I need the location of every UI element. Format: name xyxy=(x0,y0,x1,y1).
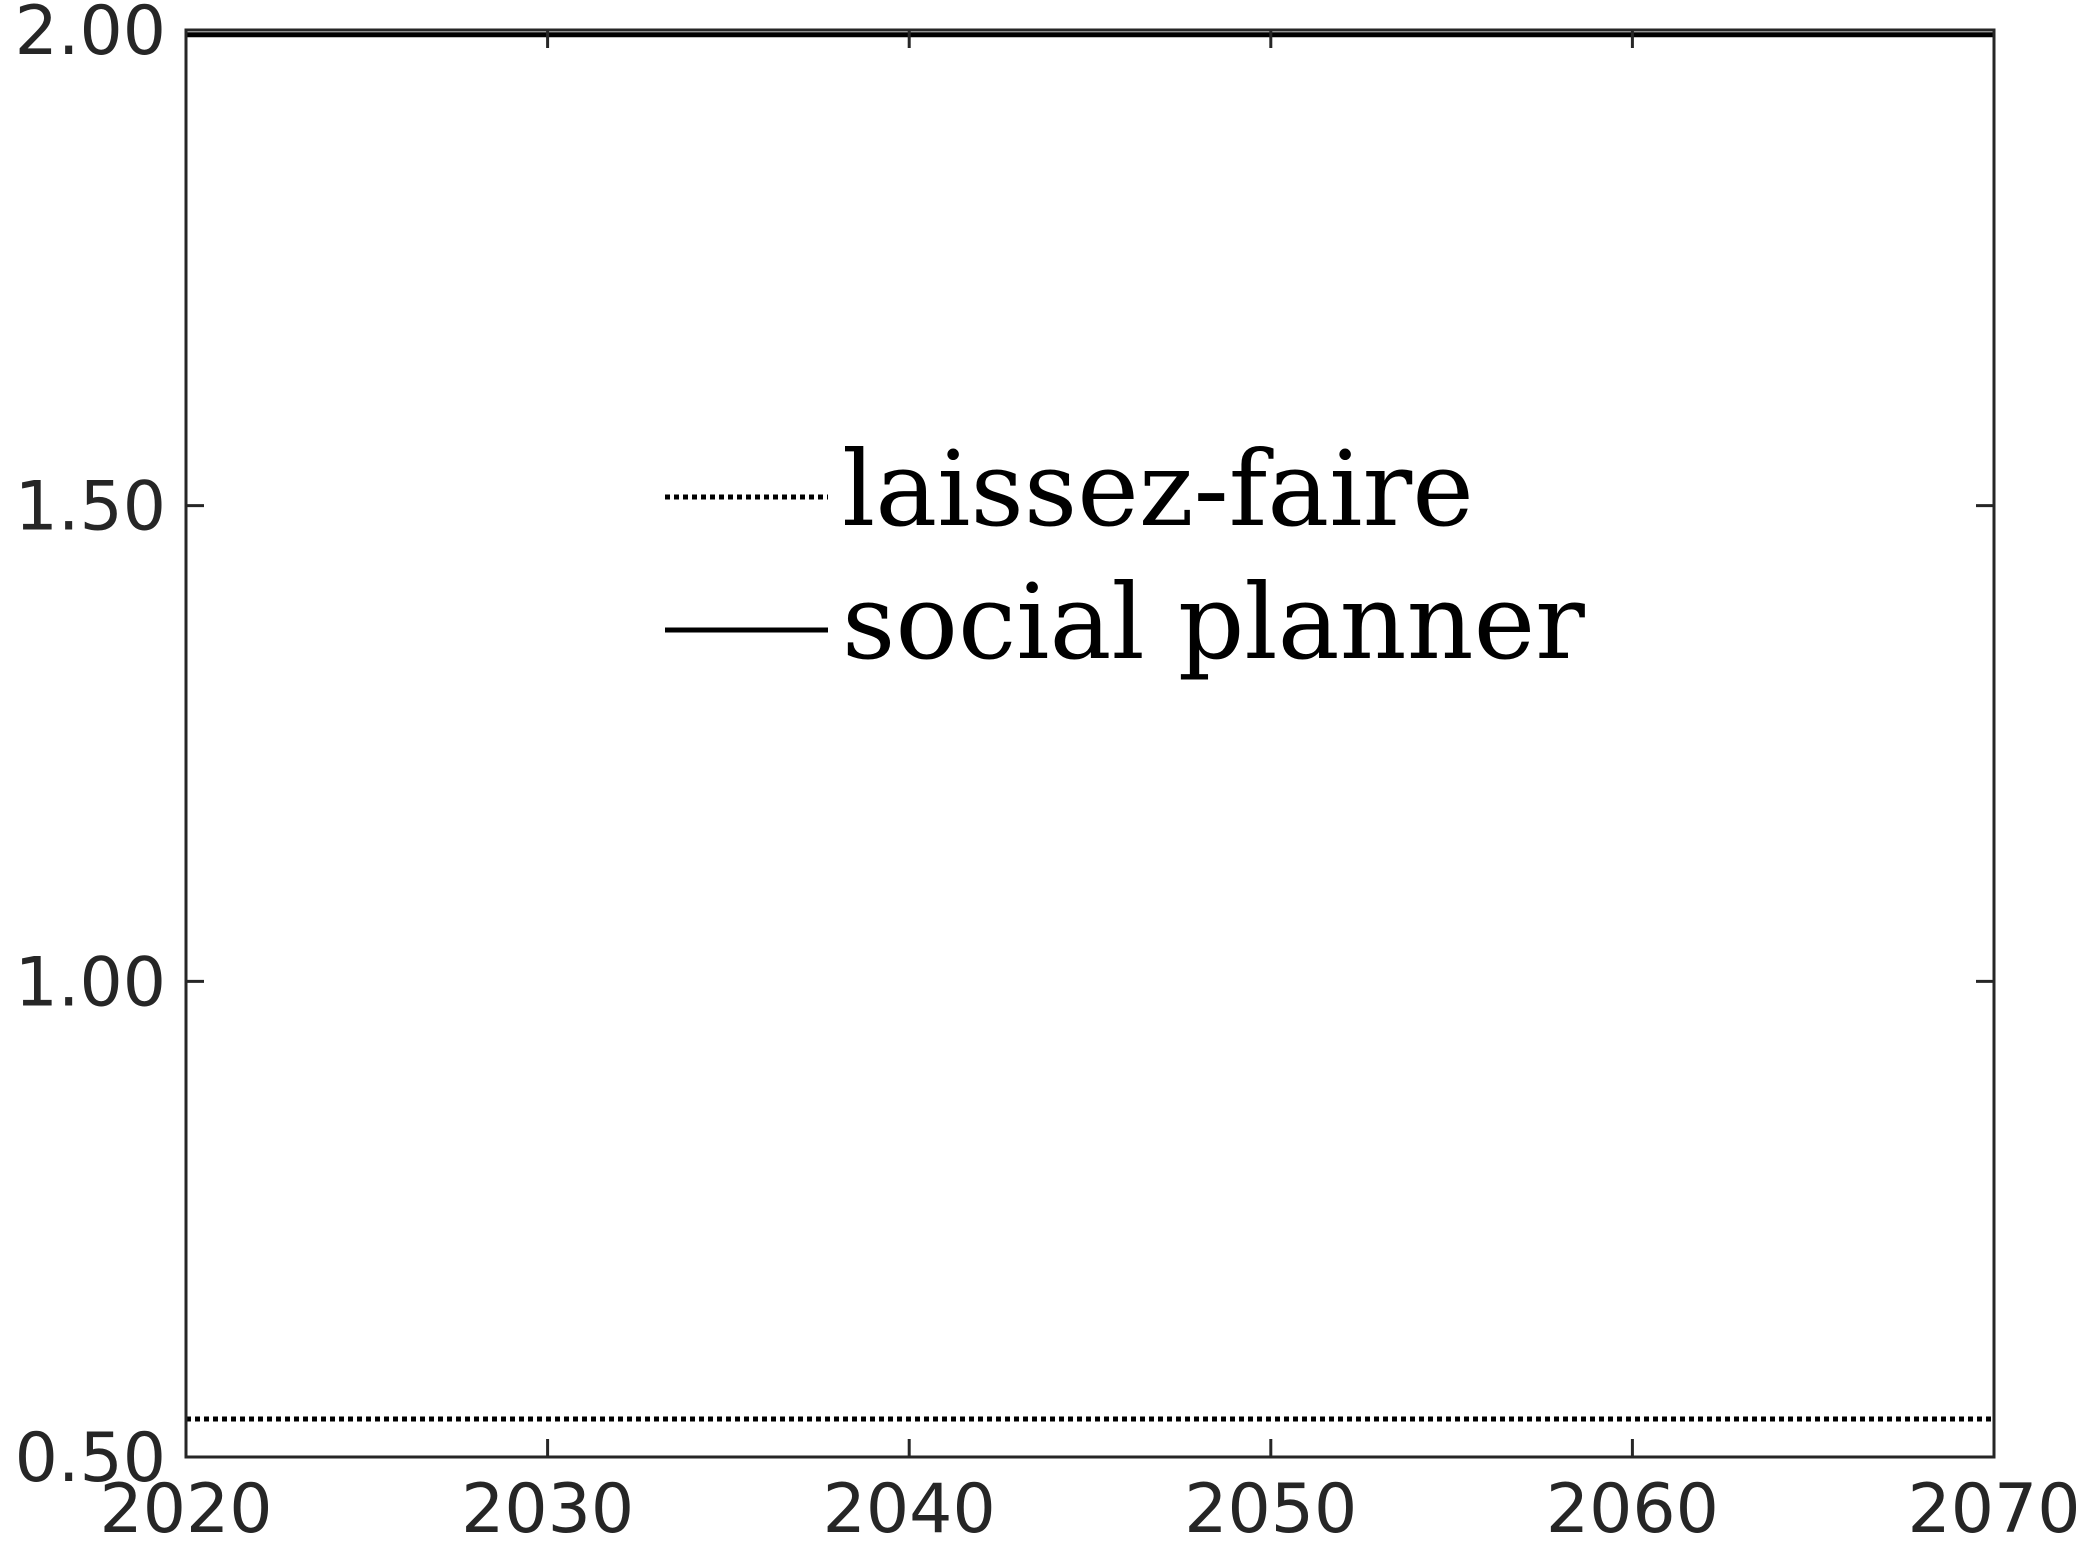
x-tick-label-0: 2020 xyxy=(99,1470,272,1549)
legend-label-laissez-faire: laissez-faire xyxy=(842,428,1474,550)
series-layer xyxy=(186,32,1994,1422)
x-axis-tick-labels: 2020 2030 2040 2050 2060 2070 xyxy=(99,1470,2080,1549)
legend-label-social-planner: social planner xyxy=(842,561,1585,683)
x-tick-label-3: 2050 xyxy=(1184,1470,1357,1549)
y-tick-label-3: 2.00 xyxy=(15,0,166,71)
y-tick-label-1: 1.00 xyxy=(15,943,166,1022)
y-axis-tick-labels: 0.50 1.00 1.50 2.00 xyxy=(15,0,166,1498)
x-tick-label-1: 2030 xyxy=(461,1470,634,1549)
x-tick-label-4: 2060 xyxy=(1546,1470,1719,1549)
x-tick-label-5: 2070 xyxy=(1907,1470,2080,1549)
y-tick-label-2: 1.50 xyxy=(15,468,166,547)
x-tick-label-2: 2040 xyxy=(823,1470,996,1549)
y-tick-label-0: 0.50 xyxy=(15,1419,166,1498)
plot-frame xyxy=(184,28,1996,1459)
